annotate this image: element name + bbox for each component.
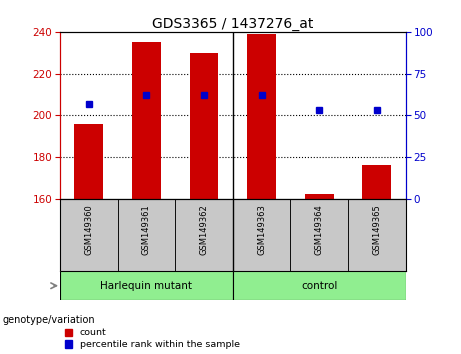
Bar <box>233 272 406 300</box>
Bar <box>60 199 118 272</box>
Bar <box>305 194 334 199</box>
Text: genotype/variation: genotype/variation <box>2 315 95 325</box>
Bar <box>132 42 161 199</box>
Bar <box>362 165 391 199</box>
Bar <box>290 199 348 272</box>
Bar <box>118 199 175 272</box>
Bar <box>189 53 219 199</box>
Bar <box>60 272 233 300</box>
Text: GSM149364: GSM149364 <box>315 204 324 255</box>
Text: control: control <box>301 281 337 291</box>
Bar <box>74 124 103 199</box>
Text: GSM149361: GSM149361 <box>142 204 151 255</box>
Bar <box>233 199 290 272</box>
Text: Harlequin mutant: Harlequin mutant <box>100 281 192 291</box>
Bar <box>175 199 233 272</box>
Legend: count, percentile rank within the sample: count, percentile rank within the sample <box>65 329 240 349</box>
Text: GSM149360: GSM149360 <box>84 204 93 255</box>
Text: GSM149365: GSM149365 <box>372 204 381 255</box>
Title: GDS3365 / 1437276_at: GDS3365 / 1437276_at <box>152 17 313 31</box>
Bar <box>247 34 276 199</box>
Bar <box>348 199 406 272</box>
Text: GSM149363: GSM149363 <box>257 204 266 255</box>
Text: GSM149362: GSM149362 <box>200 204 208 255</box>
